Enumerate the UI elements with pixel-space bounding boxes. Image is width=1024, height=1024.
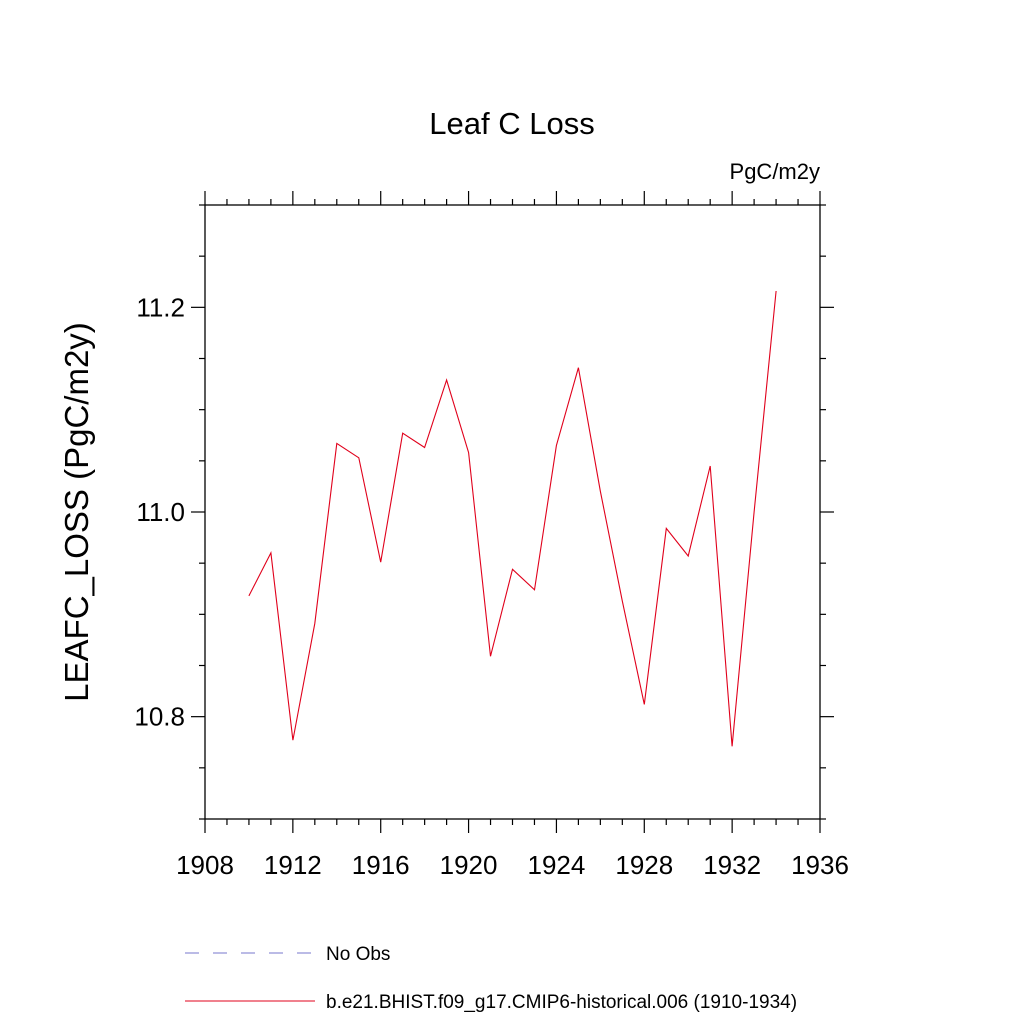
x-tick-labels: 1908 1912 1916 1920 1924 1928 1932 1936 <box>176 850 849 880</box>
units-label: PgC/m2y <box>730 159 820 184</box>
x-tick-label: 1924 <box>528 850 586 880</box>
x-tick-label: 1908 <box>176 850 234 880</box>
chart-title: Leaf C Loss <box>429 106 594 141</box>
y-tick-label: 10.8 <box>134 702 185 732</box>
x-tick-label: 1936 <box>791 850 849 880</box>
series-line-historical <box>248 290 777 747</box>
x-tick-label: 1916 <box>352 850 410 880</box>
y-tick-labels: 10.8 11.0 11.2 <box>134 292 185 731</box>
series-group <box>248 290 777 747</box>
x-tick-label: 1928 <box>615 850 673 880</box>
y-tick-label: 11.2 <box>136 292 185 322</box>
x-tick-label: 1932 <box>703 850 761 880</box>
x-tick-label: 1912 <box>264 850 322 880</box>
legend-label-historical: b.e21.BHIST.f09_g17.CMIP6-historical.006… <box>326 992 797 1013</box>
y-tick-label: 11.0 <box>136 497 185 527</box>
legend-label-no-obs: No Obs <box>326 944 390 965</box>
y-axis-label: LEAFC_LOSS (PgC/m2y) <box>58 322 95 702</box>
x-tick-label: 1920 <box>440 850 498 880</box>
legend: No Obs b.e21.BHIST.f09_g17.CMIP6-histori… <box>185 944 797 1013</box>
axis-ticks <box>191 191 834 833</box>
plot-frame <box>204 204 821 820</box>
